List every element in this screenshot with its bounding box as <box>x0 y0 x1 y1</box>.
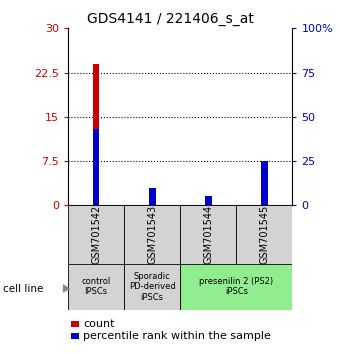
Bar <box>71 333 79 339</box>
Bar <box>149 188 155 205</box>
Bar <box>93 129 99 205</box>
Bar <box>261 161 268 205</box>
Bar <box>93 64 99 205</box>
Text: control
IPSCs: control IPSCs <box>81 277 111 296</box>
Bar <box>205 201 211 205</box>
Text: GDS4141 / 221406_s_at: GDS4141 / 221406_s_at <box>87 12 253 27</box>
Bar <box>68 264 124 310</box>
Bar <box>124 264 180 310</box>
Bar <box>71 321 79 327</box>
Text: GSM701545: GSM701545 <box>259 205 269 264</box>
Bar <box>236 205 292 264</box>
Text: GSM701543: GSM701543 <box>147 205 157 264</box>
Text: percentile rank within the sample: percentile rank within the sample <box>83 331 271 341</box>
Text: cell line: cell line <box>3 284 44 293</box>
Bar <box>149 190 155 205</box>
Text: Sporadic
PD-derived
iPSCs: Sporadic PD-derived iPSCs <box>129 272 175 302</box>
Polygon shape <box>63 284 70 293</box>
Bar <box>124 205 180 264</box>
Bar <box>261 161 268 205</box>
Text: GSM701544: GSM701544 <box>203 205 213 264</box>
Bar <box>205 196 211 205</box>
Bar <box>68 205 124 264</box>
Text: count: count <box>83 319 115 329</box>
Text: presenilin 2 (PS2)
iPSCs: presenilin 2 (PS2) iPSCs <box>199 277 273 296</box>
Text: GSM701542: GSM701542 <box>91 205 101 264</box>
Bar <box>180 264 292 310</box>
Bar <box>180 205 236 264</box>
